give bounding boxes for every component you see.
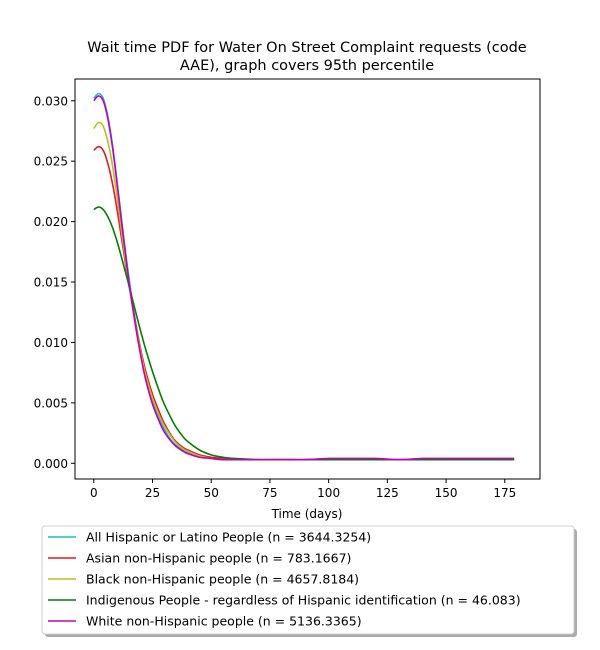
x-tick-label: 150	[435, 486, 458, 500]
legend-label-2: Asian non-Hispanic people (n = 783.1667)	[86, 551, 351, 566]
legend-label-4: Indigenous People - regardless of Hispan…	[86, 593, 521, 608]
y-tick-label: 0.015	[34, 276, 68, 290]
series-line-3	[93, 121, 515, 461]
series-line-5	[93, 95, 515, 461]
x-tick-label: 0	[90, 486, 98, 500]
x-tick-label: 75	[262, 486, 277, 500]
x-tick-label: 100	[317, 486, 340, 500]
y-tick-label: 0.030	[34, 94, 68, 108]
x-axis-label: Time (days)	[271, 507, 343, 521]
y-axis-ticks: 0.000 0.005 0.010 0.015 0.020 0.025 0.030	[34, 94, 75, 471]
y-tick-label: 0.020	[34, 215, 68, 229]
x-tick-label: 50	[204, 486, 219, 500]
series-line-4	[93, 206, 515, 461]
y-tick-label: 0.005	[34, 396, 68, 410]
x-tick-label: 175	[493, 486, 516, 500]
y-tick-label: 0.025	[34, 155, 68, 169]
legend-box	[41, 525, 575, 635]
chart-title-line-1: Wait time PDF for Water On Street Compla…	[87, 40, 526, 56]
legend: All Hispanic or Latino People (n = 3644.…	[41, 525, 577, 637]
x-tick-label: 25	[145, 486, 160, 500]
chart-title-line-2: AAE), graph covers 95th percentile	[180, 58, 434, 74]
plot-area-frame	[74, 78, 541, 480]
y-tick-label: 0.010	[34, 336, 68, 350]
x-tick-label: 125	[376, 486, 399, 500]
legend-label-3: Black non-Hispanic people (n = 4657.8184…	[86, 572, 359, 587]
legend-label-1: All Hispanic or Latino People (n = 3644.…	[86, 530, 371, 545]
x-axis-ticks: 0 25 50 75 100 125 150 175	[90, 479, 516, 500]
series-layer	[93, 92, 515, 461]
y-tick-label: 0.000	[34, 457, 68, 471]
legend-label-5: White non-Hispanic people (n = 5136.3365…	[86, 614, 362, 629]
